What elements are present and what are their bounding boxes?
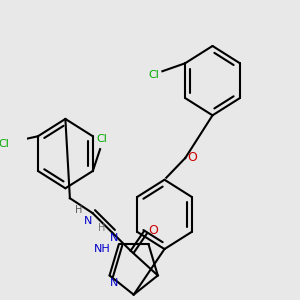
Text: O: O — [148, 224, 158, 237]
Text: N: N — [110, 233, 118, 243]
Text: H: H — [98, 223, 105, 233]
Text: Cl: Cl — [0, 139, 9, 149]
Text: N: N — [110, 278, 118, 288]
Text: Cl: Cl — [148, 70, 159, 80]
Text: N: N — [84, 216, 92, 226]
Text: NH: NH — [94, 244, 111, 254]
Text: Cl: Cl — [97, 134, 107, 144]
Text: H: H — [75, 205, 82, 215]
Text: O: O — [188, 152, 197, 164]
